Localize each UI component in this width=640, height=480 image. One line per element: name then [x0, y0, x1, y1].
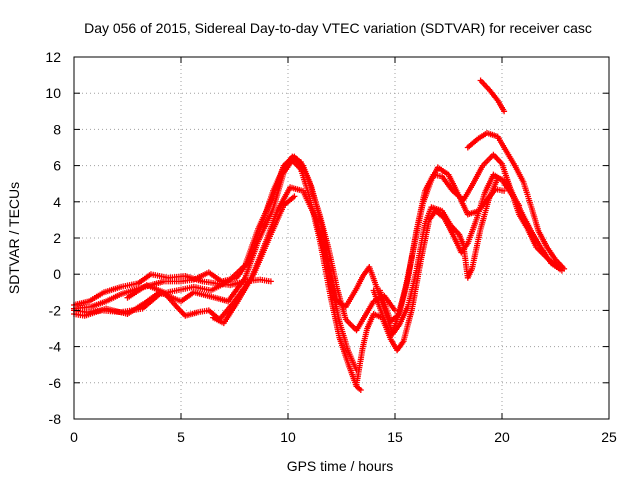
y-tick-label: 6	[53, 158, 61, 174]
plus-markers	[464, 130, 568, 272]
x-axis-label: GPS time / hours	[287, 458, 394, 474]
x-tick-label: 5	[177, 429, 185, 445]
axis-ticks: 0 5 10 15 20 25 -8 -6 -4 -2 0 2 4 6 8 10 12	[45, 49, 617, 445]
y-tick-label: 8	[53, 121, 61, 137]
series-track-10	[464, 130, 568, 272]
series-track-11	[477, 77, 508, 115]
series-track-9	[377, 151, 561, 325]
y-axis-label: SDTVAR / TECUs	[6, 182, 22, 294]
plus-markers	[71, 153, 360, 374]
y-tick-label: 2	[53, 230, 61, 246]
y-tick-label: -4	[49, 339, 62, 355]
x-tick-label: 25	[601, 429, 617, 445]
grid-lines	[74, 57, 609, 419]
series-track-6	[210, 193, 298, 327]
x-tick-label: 20	[494, 429, 510, 445]
y-tick-label: -6	[49, 375, 62, 391]
plus-markers	[210, 193, 298, 327]
y-tick-label: 12	[45, 49, 61, 65]
x-tick-label: 0	[70, 429, 78, 445]
y-tick-label: 4	[53, 194, 61, 210]
y-tick-label: -8	[49, 411, 62, 427]
series-track-2	[71, 153, 360, 374]
y-tick-label: 0	[53, 266, 61, 282]
plus-markers	[353, 171, 523, 388]
x-tick-label: 10	[280, 429, 296, 445]
chart-title: Day 056 of 2015, Sidereal Day-to-day VTE…	[84, 20, 592, 36]
x-tick-label: 15	[387, 429, 403, 445]
y-tick-label: 10	[45, 85, 61, 101]
y-tick-label: -2	[49, 302, 62, 318]
series-track-7	[353, 171, 523, 388]
plus-markers	[377, 151, 561, 325]
data-series	[71, 77, 568, 393]
plus-markers	[477, 77, 508, 115]
